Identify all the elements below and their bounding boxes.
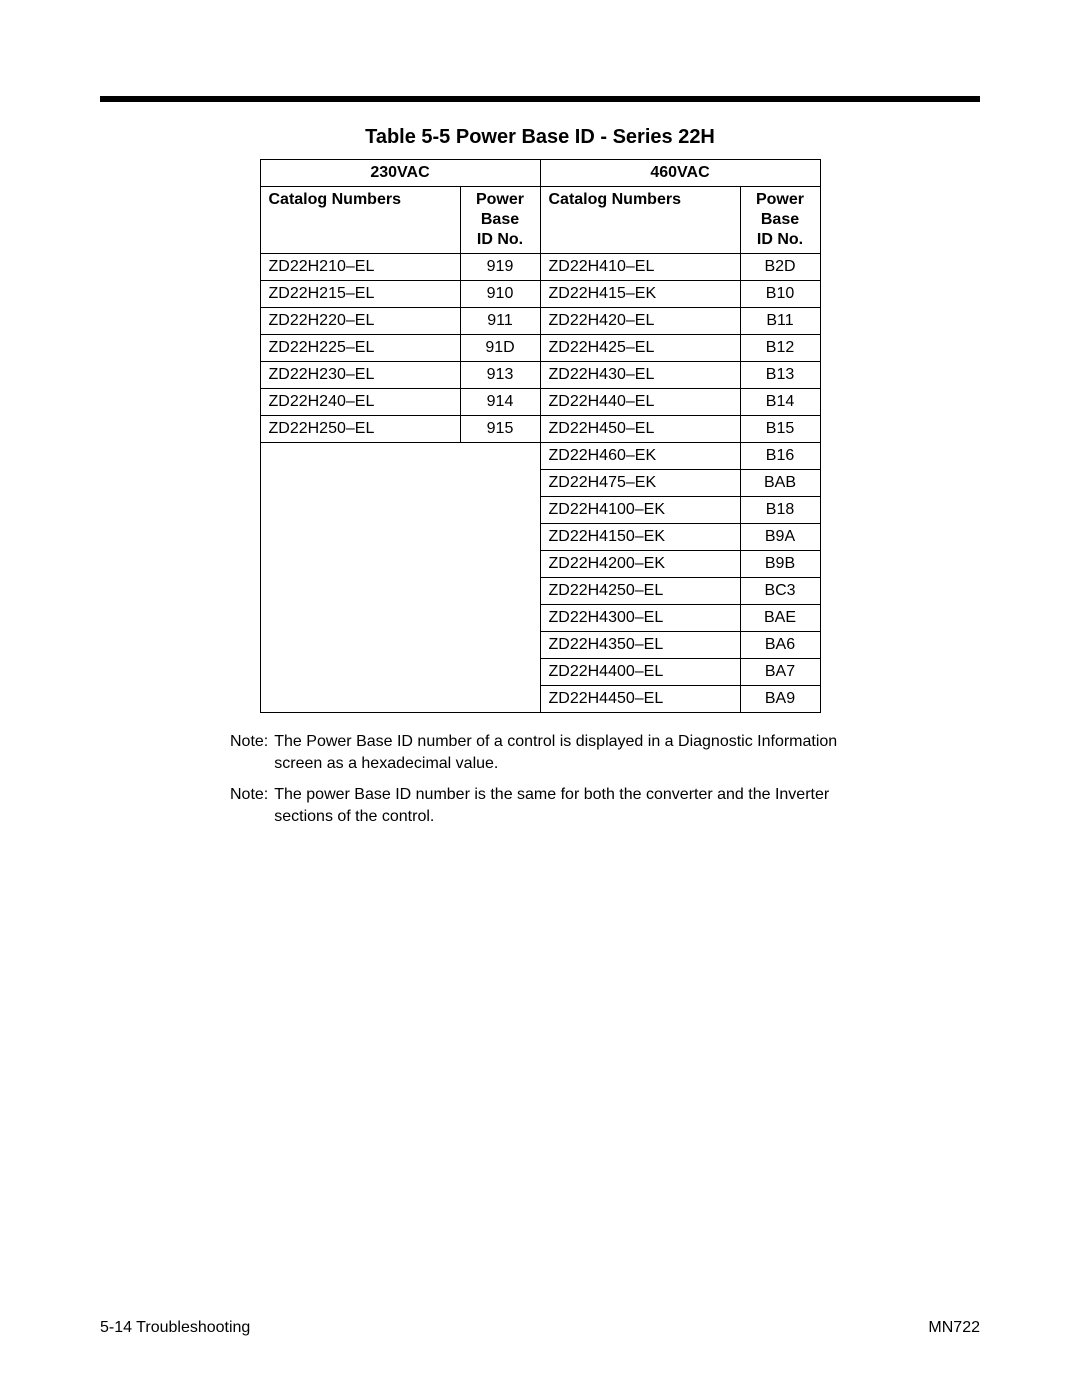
note-label: Note: [230, 731, 274, 774]
cell-id-left: 91D [460, 335, 540, 362]
cell-catalog-left: ZD22H225–EL [260, 335, 460, 362]
group-header-460vac: 460VAC [540, 160, 820, 187]
table-row: ZD22H240–EL914ZD22H440–ELB14 [260, 389, 820, 416]
group-header-230vac: 230VAC [260, 160, 540, 187]
cell-blank-left [260, 443, 540, 713]
cell-catalog-right: ZD22H4300–EL [540, 605, 740, 632]
note-2: Note: The power Base ID number is the sa… [230, 784, 850, 827]
page: Table 5-5 Power Base ID - Series 22H 230… [0, 0, 1080, 1397]
table-row: ZD22H230–EL913ZD22H430–ELB13 [260, 362, 820, 389]
subheader-id-left: PowerBaseID No. [460, 187, 540, 254]
footer-right: MN722 [928, 1319, 980, 1337]
cell-id-right: B10 [740, 281, 820, 308]
note-label: Note: [230, 784, 274, 827]
cell-catalog-left: ZD22H210–EL [260, 254, 460, 281]
note-text: The Power Base ID number of a control is… [274, 731, 850, 774]
cell-id-right: BA7 [740, 659, 820, 686]
cell-id-right: B9B [740, 551, 820, 578]
table-header-row-sub: Catalog Numbers PowerBaseID No. Catalog … [260, 187, 820, 254]
note-1: Note: The Power Base ID number of a cont… [230, 731, 850, 774]
cell-catalog-right: ZD22H440–EL [540, 389, 740, 416]
cell-catalog-right: ZD22H415–EK [540, 281, 740, 308]
cell-id-right: B9A [740, 524, 820, 551]
cell-id-right: B2D [740, 254, 820, 281]
page-footer: 5-14 Troubleshooting MN722 [100, 1319, 980, 1337]
cell-id-right: B12 [740, 335, 820, 362]
cell-id-right: B18 [740, 497, 820, 524]
cell-catalog-right: ZD22H410–EL [540, 254, 740, 281]
cell-catalog-right: ZD22H420–EL [540, 308, 740, 335]
table-container: 230VAC 460VAC Catalog Numbers PowerBaseI… [100, 159, 980, 713]
cell-catalog-right: ZD22H4450–EL [540, 686, 740, 713]
cell-catalog-right: ZD22H475–EK [540, 470, 740, 497]
cell-id-right: BA9 [740, 686, 820, 713]
cell-id-left: 914 [460, 389, 540, 416]
cell-catalog-right: ZD22H4100–EK [540, 497, 740, 524]
cell-id-left: 910 [460, 281, 540, 308]
cell-catalog-left: ZD22H220–EL [260, 308, 460, 335]
horizontal-rule [100, 96, 980, 102]
cell-catalog-left: ZD22H230–EL [260, 362, 460, 389]
footer-left: 5-14 Troubleshooting [100, 1319, 250, 1337]
table-row: ZD22H220–EL911ZD22H420–ELB11 [260, 308, 820, 335]
cell-catalog-right: ZD22H425–EL [540, 335, 740, 362]
cell-id-right: B13 [740, 362, 820, 389]
cell-catalog-right: ZD22H450–EL [540, 416, 740, 443]
cell-catalog-left: ZD22H215–EL [260, 281, 460, 308]
table-row: ZD22H250–EL915ZD22H450–ELB15 [260, 416, 820, 443]
subheader-catalog-right: Catalog Numbers [540, 187, 740, 254]
cell-catalog-right: ZD22H430–EL [540, 362, 740, 389]
cell-id-left: 919 [460, 254, 540, 281]
cell-id-right: B15 [740, 416, 820, 443]
table-title: Table 5-5 Power Base ID - Series 22H [100, 126, 980, 149]
cell-id-right: BAE [740, 605, 820, 632]
table-row: ZD22H225–EL91DZD22H425–ELB12 [260, 335, 820, 362]
table-row: ZD22H210–EL919ZD22H410–ELB2D [260, 254, 820, 281]
cell-id-left: 911 [460, 308, 540, 335]
table-row: ZD22H215–EL910ZD22H415–EKB10 [260, 281, 820, 308]
table-body: ZD22H210–EL919ZD22H410–ELB2DZD22H215–EL9… [260, 254, 820, 713]
cell-catalog-right: ZD22H4350–EL [540, 632, 740, 659]
cell-id-right: BAB [740, 470, 820, 497]
cell-id-left: 913 [460, 362, 540, 389]
notes-block: Note: The Power Base ID number of a cont… [230, 731, 850, 827]
table-header-row-groups: 230VAC 460VAC [260, 160, 820, 187]
cell-id-right: B11 [740, 308, 820, 335]
table-row: ZD22H460–EKB16 [260, 443, 820, 470]
cell-catalog-right: ZD22H4200–EK [540, 551, 740, 578]
cell-catalog-right: ZD22H460–EK [540, 443, 740, 470]
cell-catalog-left: ZD22H250–EL [260, 416, 460, 443]
cell-id-right: BC3 [740, 578, 820, 605]
cell-id-left: 915 [460, 416, 540, 443]
note-text: The power Base ID number is the same for… [274, 784, 850, 827]
cell-catalog-left: ZD22H240–EL [260, 389, 460, 416]
cell-catalog-right: ZD22H4400–EL [540, 659, 740, 686]
cell-id-right: BA6 [740, 632, 820, 659]
cell-id-right: B14 [740, 389, 820, 416]
power-base-id-table: 230VAC 460VAC Catalog Numbers PowerBaseI… [260, 159, 821, 713]
cell-id-right: B16 [740, 443, 820, 470]
cell-catalog-right: ZD22H4150–EK [540, 524, 740, 551]
subheader-catalog-left: Catalog Numbers [260, 187, 460, 254]
cell-catalog-right: ZD22H4250–EL [540, 578, 740, 605]
table-header: 230VAC 460VAC Catalog Numbers PowerBaseI… [260, 160, 820, 254]
subheader-id-right: PowerBaseID No. [740, 187, 820, 254]
